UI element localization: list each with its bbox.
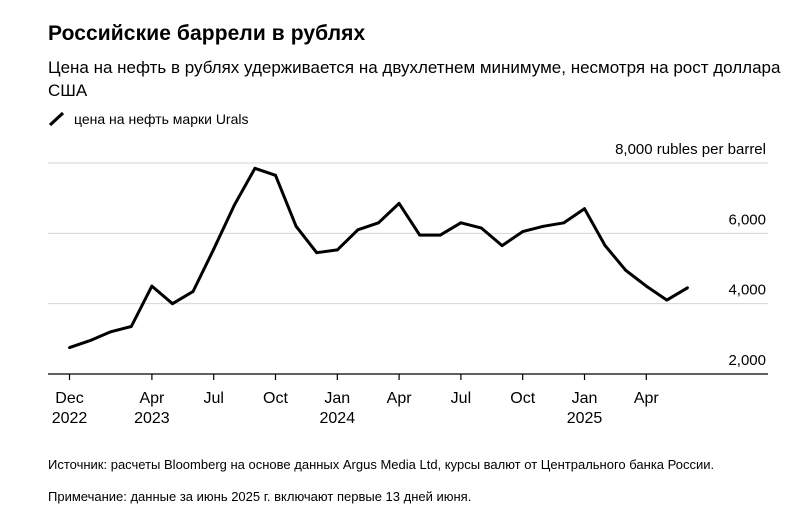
y-axis-labels: 2,000 4,000 6,000 8,000 rubles per barrel: [615, 141, 766, 369]
data-point: [541, 224, 545, 228]
data-point: [438, 233, 442, 237]
data-point: [644, 284, 648, 288]
data-point: [500, 244, 504, 248]
data-point: [171, 302, 174, 306]
grid-layer: [48, 162, 768, 305]
data-point: [377, 221, 380, 225]
series-line-urals: [69, 166, 689, 350]
data-point: [521, 230, 525, 234]
data-point: [624, 268, 628, 272]
data-point: [88, 339, 92, 342]
data-point: [418, 233, 422, 237]
data-point: [68, 346, 71, 349]
data-point: [315, 251, 319, 255]
x-tick-label: Dec: [55, 390, 83, 407]
data-point: [603, 244, 607, 248]
data-point: [459, 221, 463, 225]
data-point: [253, 166, 257, 170]
source-note: Источник: расчеты Bloomberg на основе да…: [48, 457, 715, 472]
x-tick-label: Apr: [634, 390, 660, 407]
legend-line-icon: [48, 111, 65, 127]
data-point: [562, 221, 566, 225]
chart-subtitle: Цена на нефть в рублях удерживается на д…: [48, 58, 781, 100]
data-point: [686, 286, 689, 290]
data-point: [335, 248, 339, 252]
series-layer: [68, 166, 689, 350]
x-tick-label: Jul: [203, 390, 223, 407]
data-point: [294, 224, 298, 228]
data-point: [665, 298, 669, 302]
x-axis: [48, 373, 768, 380]
x-tick-label: Jul: [451, 390, 471, 407]
data-point: [274, 173, 277, 177]
data-point: [232, 203, 236, 207]
y-tick-label: 6,000: [728, 211, 766, 228]
x-axis-labels: Dec 2022 Apr 2023 Jul Oct Jan 2024 Apr Jul Oct Jan 2…: [52, 390, 660, 427]
x-tick-label: Apr: [139, 390, 165, 407]
data-point: [150, 284, 154, 288]
data-point: [191, 290, 195, 293]
x-tick-label: Apr: [387, 390, 413, 407]
legend: цена на нефть марки Urals: [48, 110, 249, 128]
x-tick-label: Oct: [263, 390, 288, 407]
line-chart: 2,000 4,000 6,000 8,000 rubles per barrel D…: [48, 141, 768, 427]
data-point: [212, 247, 216, 251]
x-tick-label: Jan: [572, 390, 598, 407]
x-tick-year-label: 2024: [320, 410, 356, 427]
data-point: [397, 202, 401, 205]
chart-title: Российские баррели в рублях: [48, 22, 366, 45]
x-tick-year-label: 2025: [567, 410, 603, 427]
x-tick-label: Oct: [510, 390, 535, 407]
data-point: [129, 325, 133, 328]
y-tick-label: 8,000 rubles per barrel: [615, 141, 766, 158]
data-point: [583, 207, 586, 211]
x-tick-year-label: 2022: [52, 410, 88, 427]
footnote: Примечание: данные за июнь 2025 г. включ…: [48, 489, 472, 504]
y-tick-label: 4,000: [728, 282, 766, 299]
data-point: [480, 226, 483, 230]
x-tick-label: Jan: [324, 390, 350, 407]
data-point: [109, 330, 113, 334]
y-tick-label: 2,000: [728, 352, 766, 369]
legend-label: цена на нефть марки Urals: [74, 111, 249, 127]
x-tick-year-label: 2023: [134, 410, 170, 427]
data-point: [356, 228, 360, 232]
